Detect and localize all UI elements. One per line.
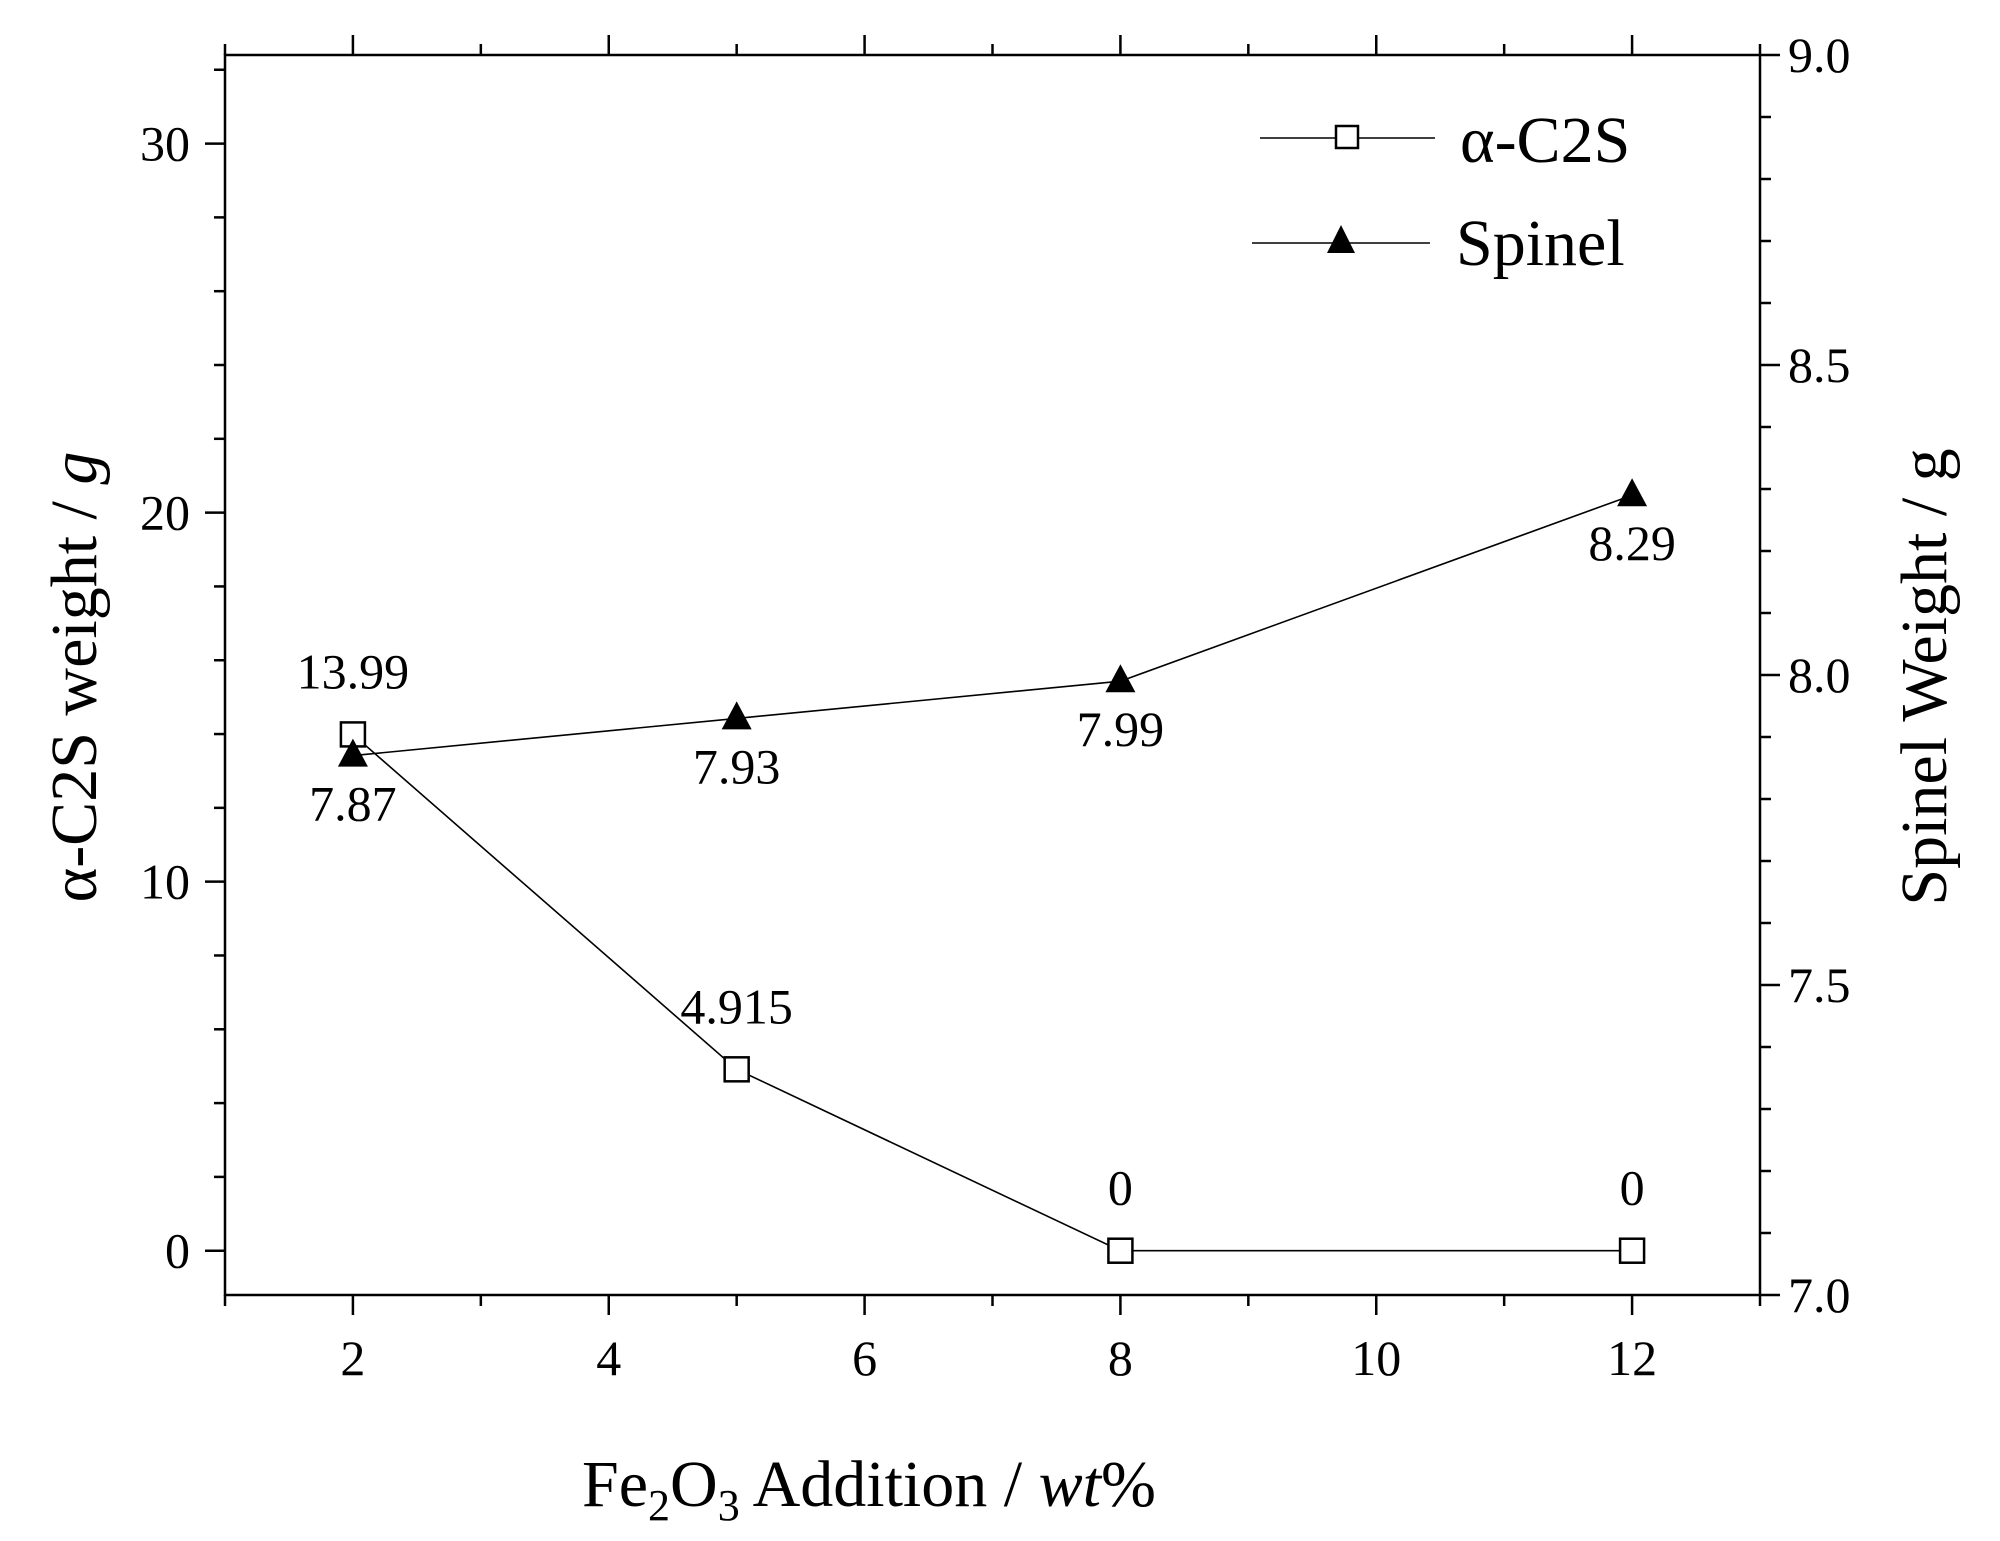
x-tick-label: 6 xyxy=(852,1330,877,1386)
alpha-c2s-data-label: 13.99 xyxy=(297,643,410,699)
legend-marker-open-square xyxy=(1334,124,1360,150)
axes-layer: 2 4 6 8 10 12 0 10 20 30 7.0 7.5 8.0 8.5 9.0 xyxy=(140,27,1851,1386)
alpha-c2s-data-label: 0 xyxy=(1108,1160,1133,1216)
y-axis-right-title: Spinel Weight / g xyxy=(1888,448,1961,905)
spinel-data-label: 8.29 xyxy=(1588,515,1676,571)
y-right-tick-label: 8.5 xyxy=(1788,337,1851,393)
y-right-tick-label: 8.0 xyxy=(1788,647,1851,703)
legend: α-C2S Spinel xyxy=(1252,104,1630,280)
alpha-c2s-marker xyxy=(723,1056,750,1083)
alpha-c2s-marker xyxy=(1107,1237,1134,1264)
x-tick-label: 8 xyxy=(1108,1330,1133,1386)
y-left-tick-label: 20 xyxy=(140,485,190,541)
x-tick-label: 4 xyxy=(596,1330,621,1386)
spinel-data-label: 7.87 xyxy=(309,776,397,832)
spinel-marker xyxy=(1617,478,1648,507)
y-left-tick-label: 0 xyxy=(165,1223,190,1279)
alpha-c2s-data-label: 4.915 xyxy=(680,978,793,1034)
y-left-tick-label: 10 xyxy=(140,854,190,910)
legend-marker-filled-triangle xyxy=(1327,225,1355,253)
series-line-spinel xyxy=(352,494,1633,757)
spinel-data-label: 7.99 xyxy=(1077,701,1165,757)
spinel-marker xyxy=(337,738,368,767)
y-right-tick-label: 7.0 xyxy=(1788,1267,1851,1323)
series-layer xyxy=(337,478,1648,1264)
spinel-marker xyxy=(721,701,752,730)
spinel-marker xyxy=(1105,664,1136,693)
spinel-data-label: 7.93 xyxy=(693,738,781,794)
y-left-tick-label: 30 xyxy=(140,116,190,172)
x-axis-title: Fe2O3 Addition / wt% xyxy=(582,1448,1156,1530)
alpha-c2s-marker xyxy=(1618,1237,1646,1264)
x-tick-label: 10 xyxy=(1351,1330,1401,1386)
legend-label-spinel: Spinel xyxy=(1456,207,1625,280)
data-labels-layer: 13.99 4.915 0 0 7.87 7.93 7.99 8.29 xyxy=(297,515,1676,1216)
legend-label-alpha-c2s: α-C2S xyxy=(1460,104,1630,177)
x-tick-label: 12 xyxy=(1607,1330,1657,1386)
series-line-alpha-c2s xyxy=(352,733,1633,1252)
y-right-tick-label: 9.0 xyxy=(1788,27,1851,83)
alpha-c2s-data-label: 0 xyxy=(1620,1160,1645,1216)
x-tick-label: 2 xyxy=(340,1330,365,1386)
y-axis-left-title: α-C2S weight / g xyxy=(38,452,111,903)
y-right-tick-label: 7.5 xyxy=(1788,957,1851,1013)
